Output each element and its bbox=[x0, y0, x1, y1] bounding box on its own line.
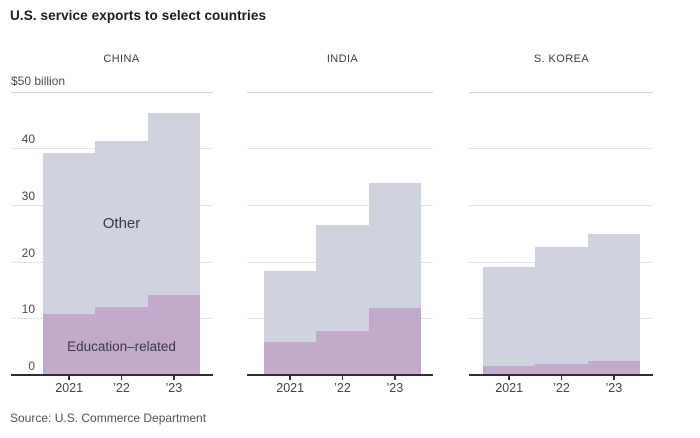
bar-education-segment bbox=[587, 361, 640, 375]
panel-title-s-korea: S. KOREA bbox=[533, 53, 590, 65]
bar-other-segment bbox=[535, 247, 588, 364]
x-tick-label: ’22 bbox=[113, 381, 130, 395]
education-segment-label: Education–related bbox=[67, 339, 176, 354]
axis-tick bbox=[68, 376, 70, 381]
bar-other-segment bbox=[264, 271, 317, 342]
x-axis-line bbox=[11, 374, 213, 377]
x-tick-label: ’22 bbox=[553, 381, 570, 395]
bar-education-segment bbox=[368, 308, 421, 375]
x-axis-line bbox=[469, 374, 653, 377]
axis-tick bbox=[613, 376, 615, 381]
axis-tick bbox=[173, 376, 175, 381]
gridline bbox=[247, 204, 433, 206]
x-tick-label: ’22 bbox=[334, 381, 351, 395]
bar-education-segment bbox=[43, 314, 96, 375]
axis-tick bbox=[560, 376, 563, 381]
axis-tick bbox=[120, 376, 123, 381]
gridline bbox=[11, 91, 213, 93]
panel-title-india: INDIA bbox=[326, 53, 359, 65]
panel-title-china: CHINA bbox=[103, 53, 140, 65]
bar-other-segment bbox=[368, 183, 421, 309]
y-tick-label: 20 bbox=[21, 245, 35, 260]
x-tick-label: ’23 bbox=[165, 381, 183, 395]
bar-education-segment bbox=[483, 365, 536, 375]
x-tick-label: 2021 bbox=[55, 381, 84, 395]
axis-tick bbox=[341, 376, 344, 381]
bar-other-segment bbox=[316, 224, 369, 332]
bar-other-segment bbox=[587, 234, 640, 362]
gridline bbox=[469, 91, 653, 93]
y-tick-label: 10 bbox=[21, 302, 35, 317]
gridline bbox=[469, 204, 653, 206]
bar-education-segment bbox=[147, 295, 200, 375]
bar-education-segment bbox=[316, 331, 369, 375]
y-tick-label: 0 bbox=[28, 359, 35, 373]
bar-education-segment bbox=[264, 341, 317, 375]
gridline bbox=[247, 148, 433, 150]
x-tick-label: 2021 bbox=[495, 381, 524, 395]
bar-education-segment bbox=[95, 306, 148, 375]
axis-tick bbox=[508, 376, 510, 381]
bar-other-segment bbox=[43, 153, 96, 315]
chart-title: U.S. service exports to select countries bbox=[10, 8, 267, 23]
x-tick-label: 2021 bbox=[276, 381, 305, 395]
axis-tick bbox=[289, 376, 291, 381]
gridline bbox=[469, 148, 653, 150]
other-segment-label: Other bbox=[102, 215, 141, 232]
x-tick-label: ’23 bbox=[605, 381, 623, 395]
bar-other-segment bbox=[483, 266, 536, 366]
x-tick-label: ’23 bbox=[386, 381, 404, 395]
bar-other-segment bbox=[147, 113, 200, 296]
gridline bbox=[247, 91, 433, 93]
x-axis-line bbox=[247, 374, 433, 377]
source-note: Source: U.S. Commerce Department bbox=[10, 411, 207, 425]
bar-education-segment bbox=[535, 363, 588, 375]
y-tick-label: 30 bbox=[21, 188, 35, 203]
y-axis-unit-label: $50 billion bbox=[11, 74, 66, 88]
bar-other-segment bbox=[95, 141, 148, 307]
axis-tick bbox=[394, 376, 396, 381]
y-tick-label: 40 bbox=[21, 132, 35, 147]
